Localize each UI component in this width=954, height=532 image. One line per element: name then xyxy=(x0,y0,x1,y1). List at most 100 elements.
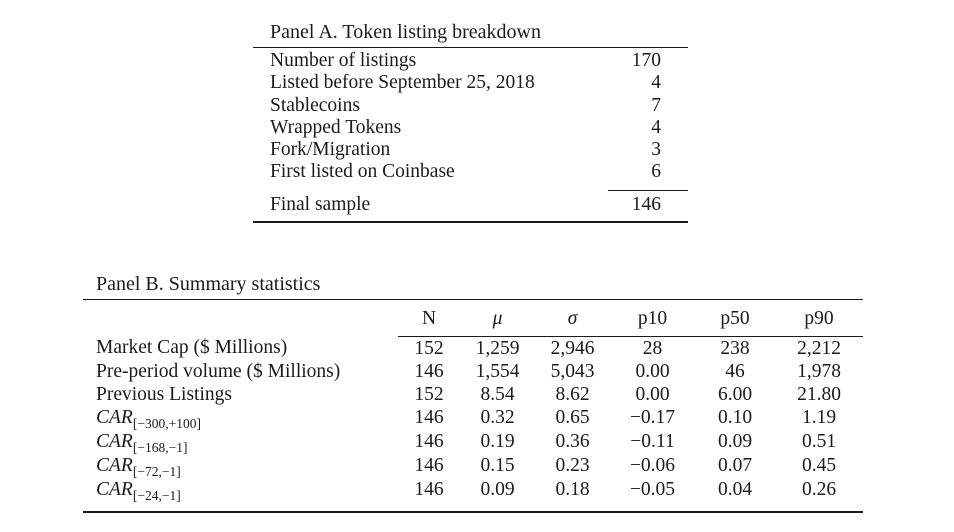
table-row: Market Cap ($ Millions) 152 1,259 2,946 … xyxy=(83,336,863,360)
table-row: First listed on Coinbase 6 xyxy=(253,161,688,183)
cell: 0.36 xyxy=(555,431,590,452)
cell: 0.00 xyxy=(635,383,670,405)
table-row: Wrapped Tokens 4 xyxy=(253,117,688,139)
cell: 0.09 xyxy=(717,431,753,452)
panel-b-bottom-rule xyxy=(83,510,863,513)
summary-statistics-table: N μ σ p10 p50 p90 Market Cap ($ Millions… xyxy=(83,302,863,503)
col-header-p50: p50 xyxy=(695,302,775,337)
row-value: 170 xyxy=(631,50,661,71)
cell: 0.23 xyxy=(555,455,590,476)
table-row: Fork/Migration 3 xyxy=(253,139,688,161)
table-row: CAR[−168,−1] 146 0.19 0.36 −0.11 0.09 0.… xyxy=(83,430,863,455)
col-header-n: N xyxy=(398,302,460,337)
cell: 0.10 xyxy=(717,407,753,428)
cell: 152 xyxy=(414,383,444,405)
cell: 1,259 xyxy=(475,337,520,359)
row-label: CAR xyxy=(96,430,133,452)
cell: 146 xyxy=(414,407,444,428)
table-row: Previous Listings 152 8.54 8.62 0.00 6.0… xyxy=(83,383,863,406)
panel-b-title: Panel B. Summary statistics xyxy=(96,273,321,295)
cell: 0.09 xyxy=(480,479,515,500)
row-value: 4 xyxy=(651,72,661,94)
cell: 5,043 xyxy=(550,360,595,382)
cell: 8.62 xyxy=(555,383,590,405)
row-label: First listed on Coinbase xyxy=(270,161,455,183)
row-label: Pre-period volume ($ Millions) xyxy=(96,360,341,382)
row-value: 7 xyxy=(651,94,661,116)
panel-a-bottom-rule xyxy=(253,221,688,224)
row-label-subscript: [−168,−1] xyxy=(132,439,188,455)
row-label-subscript: [−72,−1] xyxy=(132,463,181,479)
row-label: Stablecoins xyxy=(270,94,360,116)
cell: 238 xyxy=(720,337,750,359)
cell: −0.11 xyxy=(630,431,675,452)
table-row: Pre-period volume ($ Millions) 146 1,554… xyxy=(83,360,863,383)
row-value: 6 xyxy=(651,161,661,183)
table-row: CAR[−72,−1] 146 0.15 0.23 −0.06 0.07 0.4… xyxy=(83,454,863,479)
cell: 0.07 xyxy=(717,455,753,476)
row-label: CAR xyxy=(96,406,133,428)
cell: 0.51 xyxy=(801,431,837,452)
panel-a-top-rule xyxy=(253,47,688,48)
cell: 0.18 xyxy=(555,479,590,500)
cell: 0.26 xyxy=(801,479,837,500)
cell: 21.80 xyxy=(797,383,841,405)
panel-a-title: Panel A. Token listing breakdown xyxy=(270,21,541,43)
cell: 0.00 xyxy=(635,360,670,382)
cell: 46 xyxy=(725,360,745,382)
row-label: Final sample xyxy=(270,193,371,215)
row-label-subscript: [−24,−1] xyxy=(132,487,181,503)
panel-a-rows: Number of listings 170 Listed before Sep… xyxy=(253,50,688,184)
table-row: Listed before September 25, 2018 4 xyxy=(253,72,688,94)
row-label: CAR xyxy=(96,454,133,476)
row-label: Previous Listings xyxy=(96,383,232,405)
cell: 2,212 xyxy=(797,337,841,359)
row-value: 3 xyxy=(651,139,661,161)
cell: −0.05 xyxy=(629,479,676,500)
col-header-mu: μ xyxy=(460,302,535,337)
table-row: CAR[−24,−1] 146 0.09 0.18 −0.05 0.04 0.2… xyxy=(83,478,863,503)
cell: 0.65 xyxy=(555,407,590,428)
row-label: Wrapped Tokens xyxy=(270,116,402,138)
cell: 0.15 xyxy=(480,455,515,476)
row-label: Market Cap ($ Millions) xyxy=(96,337,288,359)
panel-a-subtotal-rule xyxy=(608,189,688,191)
final-sample-row: Final sample 146 xyxy=(253,194,688,216)
cell: 1,554 xyxy=(475,360,520,382)
table-row: Stablecoins 7 xyxy=(253,95,688,117)
row-label-subscript: [−300,+100] xyxy=(132,415,201,431)
panel-b-top-rule xyxy=(83,299,863,300)
table-row: CAR[−300,+100] 146 0.32 0.65 −0.17 0.10 … xyxy=(83,406,863,431)
row-label: Fork/Migration xyxy=(270,139,391,161)
cell: 0.19 xyxy=(480,431,515,452)
table-row: Number of listings 170 xyxy=(253,50,688,72)
row-value: 4 xyxy=(651,116,661,138)
row-value: 146 xyxy=(631,193,661,215)
cell: 0.32 xyxy=(480,407,515,428)
cell: 0.04 xyxy=(717,479,753,500)
cell: 146 xyxy=(414,360,444,382)
cell: 146 xyxy=(414,479,444,500)
panel-b-table: Panel B. Summary statistics N μ σ p10 p5… xyxy=(83,272,863,513)
col-header-p10: p10 xyxy=(610,302,695,337)
cell: −0.06 xyxy=(629,455,676,476)
cell: 28 xyxy=(642,337,663,359)
cell: 2,946 xyxy=(550,337,595,359)
cell: 146 xyxy=(414,431,444,452)
cell: 1,978 xyxy=(797,360,841,382)
cell: 1.19 xyxy=(801,407,837,428)
summary-header-row: N μ σ p10 p50 p90 xyxy=(83,302,863,337)
cell: 6.00 xyxy=(717,383,753,405)
row-label: CAR xyxy=(96,478,133,500)
col-header-p90: p90 xyxy=(775,302,863,337)
cell: 8.54 xyxy=(480,383,515,405)
row-label: Listed before September 25, 2018 xyxy=(270,72,535,94)
panel-a-table: Panel A. Token listing breakdown Number … xyxy=(253,20,688,224)
col-header-sigma: σ xyxy=(535,302,610,337)
empty-header-cell xyxy=(83,302,398,336)
cell: 146 xyxy=(414,455,444,476)
row-label: Number of listings xyxy=(270,50,417,71)
cell: 152 xyxy=(414,337,444,359)
cell: 0.45 xyxy=(801,455,837,476)
cell: −0.17 xyxy=(629,407,676,428)
